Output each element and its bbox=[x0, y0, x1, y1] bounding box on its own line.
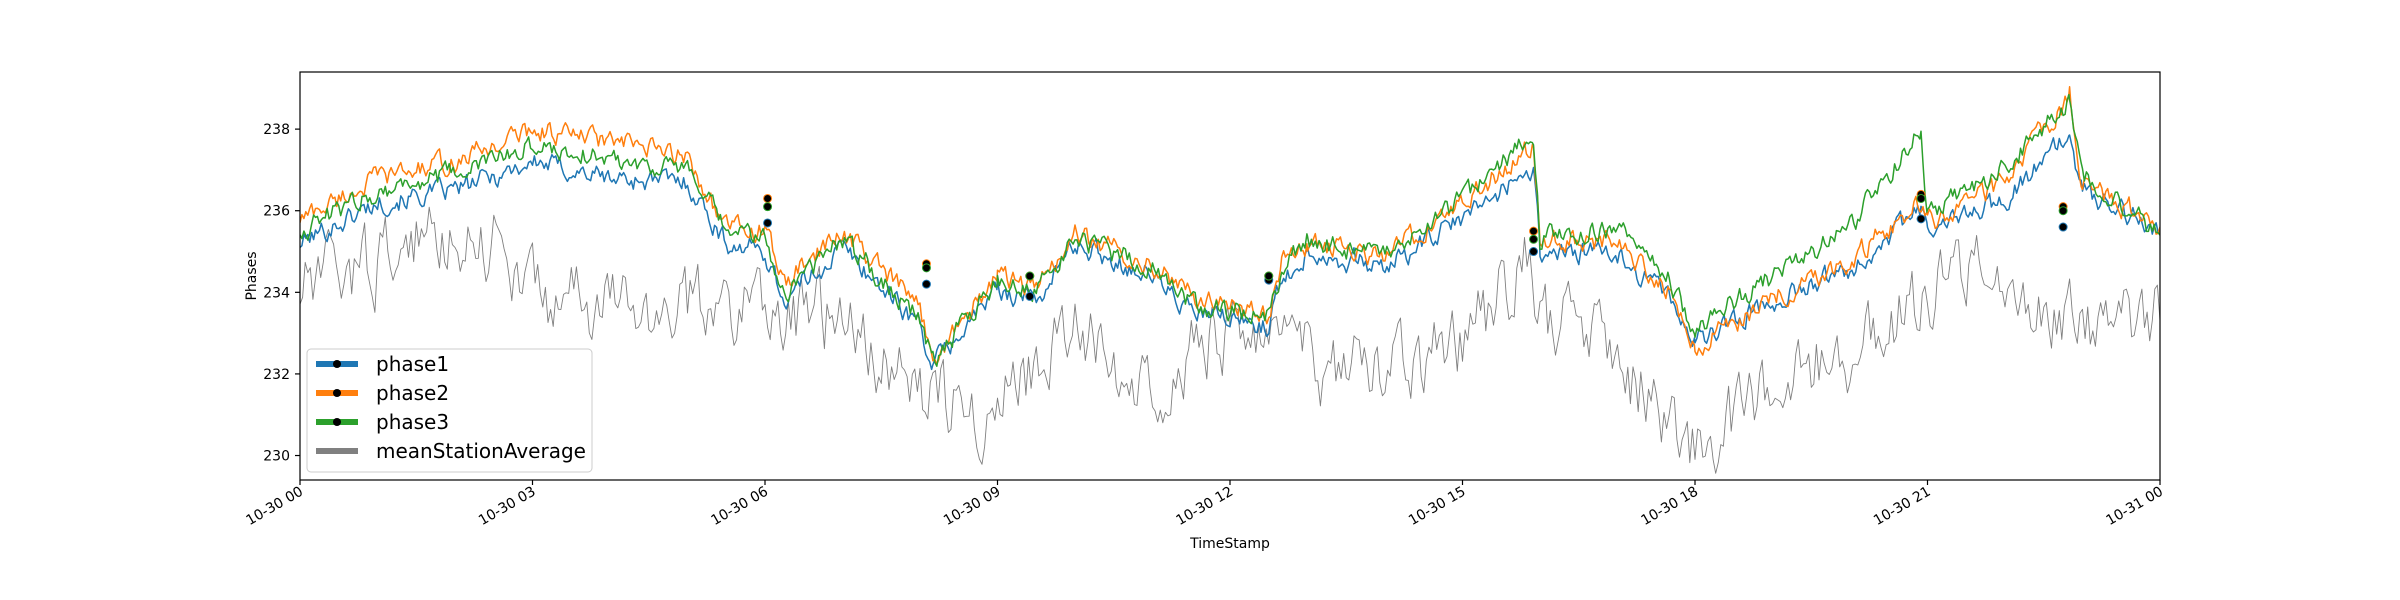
marker-point-phase1 bbox=[1025, 291, 1035, 301]
y-tick-label: 236 bbox=[263, 204, 290, 220]
legend-marker-phase2 bbox=[333, 389, 341, 397]
series-line-phase3 bbox=[300, 93, 2160, 367]
legend: phase1 phase2 phase3 meanStationAverage bbox=[306, 348, 593, 473]
marker-point-phase3 bbox=[763, 202, 773, 212]
legend-marker-phase3 bbox=[333, 418, 341, 426]
y-tick-label: 232 bbox=[263, 367, 290, 383]
marker-point-phase1 bbox=[921, 279, 931, 289]
series-line-phase2 bbox=[300, 86, 2160, 365]
marker-point-phase3 bbox=[1264, 271, 1274, 281]
marker-point-phase1 bbox=[763, 218, 773, 228]
legend-box bbox=[306, 348, 593, 473]
legend-label-phase3: phase3 bbox=[376, 410, 449, 434]
marker-point-phase3 bbox=[1916, 193, 1926, 203]
marker-point-phase1 bbox=[2058, 222, 2068, 232]
y-axis-label: Phases bbox=[244, 251, 260, 300]
legend-marker-phase1 bbox=[333, 360, 341, 368]
marker-point-phase1 bbox=[1916, 214, 1926, 224]
marker-point-phase3 bbox=[921, 263, 931, 273]
marker-point-phase1 bbox=[1529, 247, 1539, 257]
legend-label-phase1: phase1 bbox=[376, 352, 449, 376]
series-layer bbox=[300, 86, 2160, 474]
y-tick-label: 238 bbox=[263, 122, 290, 138]
marker-point-phase3 bbox=[1529, 234, 1539, 244]
y-axis: 230 232 234 236 238 bbox=[263, 122, 300, 465]
legend-label-meanStationAverage: meanStationAverage bbox=[376, 439, 586, 463]
y-tick-label: 230 bbox=[263, 449, 290, 465]
marker-point-phase3 bbox=[1025, 271, 1035, 281]
marker-point-phase2 bbox=[1529, 226, 1539, 236]
y-tick-label: 234 bbox=[263, 285, 290, 301]
x-axis-label: TimeStamp bbox=[1189, 536, 1270, 552]
legend-label-phase2: phase2 bbox=[376, 381, 449, 405]
marker-point-phase3 bbox=[2058, 206, 2068, 216]
marker-point-phase2 bbox=[763, 193, 773, 203]
